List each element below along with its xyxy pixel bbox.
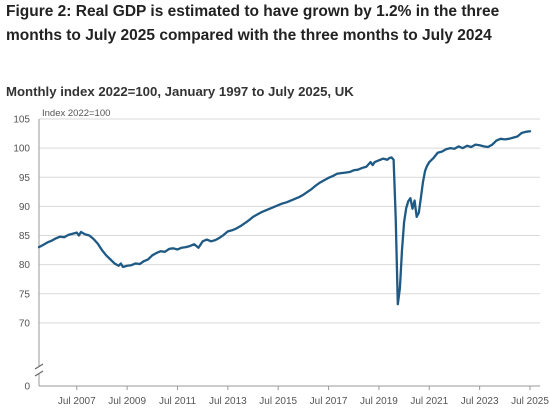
figure-subtitle: Monthly index 2022=100, January 1997 to …	[6, 84, 354, 99]
y-tick-label: 85	[19, 231, 31, 242]
series-layer	[37, 130, 532, 306]
x-tick-label: Jul 2023	[461, 396, 499, 407]
y-tick-label: 95	[19, 173, 31, 184]
y-tick-label: 100	[13, 144, 30, 155]
y-tick-label: 80	[19, 260, 31, 271]
x-tick-label: Jul 2019	[360, 396, 398, 407]
figure-title: Figure 2: Real GDP is estimated to have …	[6, 3, 500, 44]
axis-break-mark	[34, 370, 44, 377]
y-tick-label: 75	[19, 289, 31, 300]
gdp-series-line	[37, 130, 532, 306]
x-tick-label: Jul 2021	[410, 396, 448, 407]
y-tick-label: 70	[19, 318, 31, 329]
y-tick-label: 105	[13, 115, 30, 126]
x-tick-label: Jul 2013	[209, 396, 247, 407]
unit-label: Index 2022=100	[42, 108, 110, 119]
gridlines	[39, 118, 540, 324]
x-tick-label: Jul 2009	[108, 396, 146, 407]
y-tick-label: 90	[19, 202, 31, 213]
x-tick-label: Jul 2007	[58, 396, 96, 407]
x-tick-label: Jul 2017	[310, 396, 348, 407]
x-tick-label: Jul 2025	[511, 396, 549, 407]
axis-break-mark	[34, 363, 44, 370]
tick-labels: 0 70 75 80 85 90 95 100 105 Jul 2007 Jul 2009 Jul 2…	[13, 115, 549, 408]
x-tick-label: Jul 2015	[259, 396, 297, 407]
x-tick-label: Jul 2011	[159, 396, 197, 407]
y-tick-label: 0	[24, 382, 30, 393]
axes	[34, 119, 540, 390]
